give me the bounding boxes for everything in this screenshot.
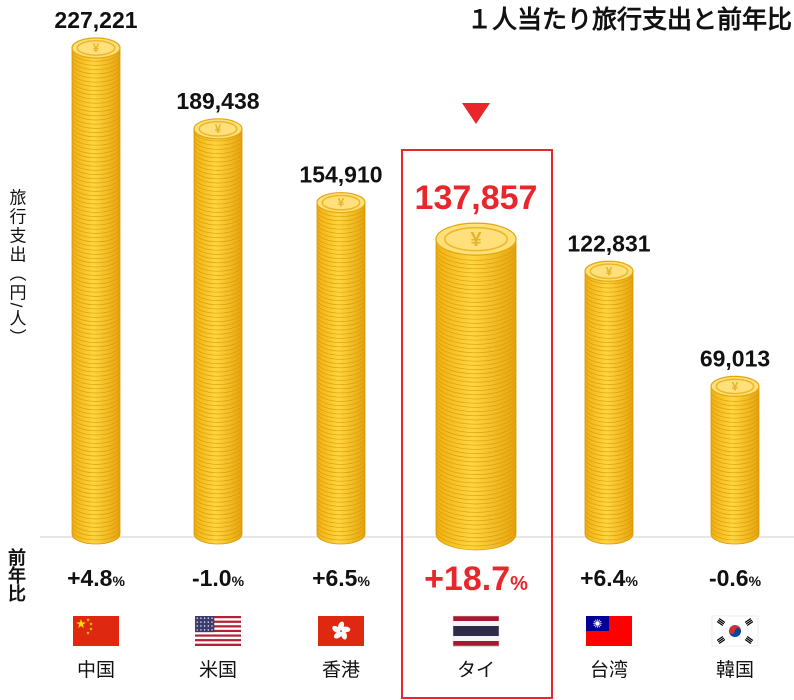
bar-3: ¥ (316, 192, 366, 545)
bar-6: ¥ (710, 375, 760, 545)
yen-icon: ¥ (215, 122, 222, 136)
y-axis-label: 旅行支出（円/人） (7, 189, 27, 348)
thailand-flag (452, 615, 500, 647)
category-label-4: タイ (457, 659, 495, 681)
change-label-5: +6.4% (580, 565, 638, 591)
bar-4: ¥ (435, 222, 517, 551)
change-label-2: -1.0% (192, 565, 245, 591)
category-label-6: 韓国 (716, 659, 754, 681)
value-label-6: 69,013 (700, 345, 770, 371)
change-label-1: +4.8% (67, 565, 125, 591)
taiwan-flag (586, 616, 632, 646)
yen-icon: ¥ (93, 41, 100, 55)
value-label-1: 227,221 (54, 7, 137, 33)
yen-icon: ¥ (732, 379, 739, 393)
change-label-3: +6.5% (312, 565, 370, 591)
yen-icon: ¥ (606, 264, 613, 278)
value-label-4: 137,857 (415, 179, 538, 217)
value-label-3: 154,910 (299, 162, 382, 188)
korea-flag (711, 615, 759, 647)
chart-title: １人当たり旅行支出と前年比 (467, 5, 792, 34)
highlight-box (401, 149, 553, 699)
usa-flag (195, 616, 241, 646)
yen-icon: ¥ (470, 229, 482, 251)
category-label-2: 米国 (199, 659, 237, 681)
china-flag (73, 616, 119, 646)
category-label-5: 台湾 (590, 659, 628, 681)
bar-1: ¥ (71, 37, 121, 545)
category-label-3: 香港 (322, 659, 360, 681)
value-label-2: 189,438 (176, 88, 259, 114)
change-label-4: +18.7% (424, 560, 528, 598)
change-label-6: -0.6% (709, 565, 762, 591)
bar-2: ¥ (193, 118, 243, 545)
hong-kong-flag (318, 616, 364, 646)
yen-icon: ¥ (338, 196, 345, 210)
value-label-5: 122,831 (567, 230, 650, 256)
bar-5: ¥ (584, 260, 634, 545)
change-row-label: 前年比 (6, 547, 26, 603)
highlight-arrow (462, 103, 490, 124)
category-label-1: 中国 (77, 659, 115, 681)
